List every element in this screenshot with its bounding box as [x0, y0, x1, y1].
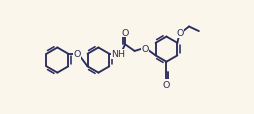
Text: O: O — [162, 80, 169, 89]
Text: NH: NH — [111, 50, 125, 59]
Text: O: O — [176, 29, 183, 38]
Text: O: O — [140, 44, 148, 53]
Text: O: O — [121, 28, 128, 37]
Text: O: O — [73, 50, 81, 59]
